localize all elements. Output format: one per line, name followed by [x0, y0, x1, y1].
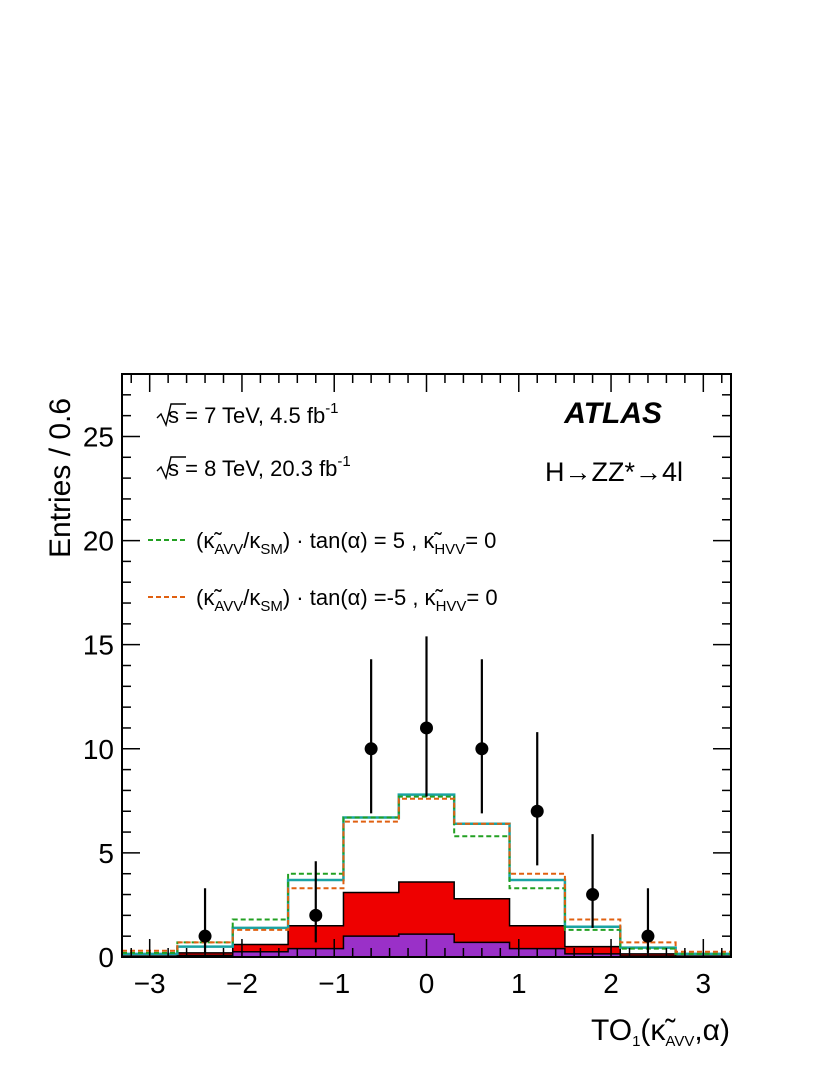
sqrt-symbol — [156, 403, 186, 428]
data-point — [641, 888, 655, 953]
process-label: H→ZZ*→4l — [545, 457, 683, 487]
data-marker — [475, 742, 489, 756]
data-point — [420, 636, 433, 797]
atlas-label: ATLAS — [563, 397, 662, 430]
y-axis-title: Entries / 0.6 — [44, 398, 77, 558]
data-point — [586, 834, 600, 928]
x-tick-label: 0 — [419, 968, 435, 999]
energy-line-1: s = 7 TeV, 4.5 fb-1 — [156, 400, 339, 428]
data-marker — [641, 929, 655, 943]
sqrt-symbol — [156, 456, 186, 481]
data-point — [364, 659, 378, 814]
energy-line-2: s = 8 TeV, 20.3 fb-1 — [156, 453, 351, 481]
x-axis-title: TO1(κ̃AVV,α) — [591, 1014, 730, 1050]
data-marker — [420, 721, 433, 735]
data-marker — [198, 929, 212, 943]
orange-dashed-line — [122, 797, 731, 953]
x-tick-label: 1 — [511, 968, 527, 999]
legend-label-1: (κ̃AVV/κSM) · tan(α) = 5 , κ̃HVV= 0 — [196, 528, 496, 558]
axis-ticks — [122, 373, 731, 958]
tick-labels: −3 −2 −1 0 1 2 3 0 5 10 15 20 25 — [83, 421, 711, 999]
data-marker — [530, 804, 544, 818]
legend: (κ̃AVV/κSM) · tan(α) = 5 , κ̃HVV= 0 (κ̃A… — [148, 528, 498, 615]
y-tick-label: 15 — [83, 630, 114, 661]
svg-text:s = 8 TeV, 20.3 fb-1: s = 8 TeV, 20.3 fb-1 — [168, 453, 351, 481]
data-point — [530, 732, 544, 866]
x-tick-label: −1 — [318, 968, 350, 999]
data-point — [198, 888, 212, 953]
x-tick-label: −2 — [226, 968, 258, 999]
data-point — [309, 861, 323, 943]
y-tick-label: 5 — [98, 838, 114, 869]
data-marker — [586, 888, 600, 902]
y-tick-label: 20 — [83, 526, 114, 557]
y-tick-label: 10 — [83, 734, 114, 765]
data-marker — [309, 908, 323, 922]
x-tick-label: −3 — [134, 968, 166, 999]
legend-label-2: (κ̃AVV/κSM) · tan(α) =-5 , κ̃HVV= 0 — [196, 585, 498, 615]
data-points-layer — [198, 636, 655, 953]
data-marker — [364, 742, 378, 756]
histogram-layer — [121, 793, 732, 958]
x-tick-label: 2 — [603, 968, 619, 999]
x-tick-label: 3 — [696, 968, 712, 999]
data-point — [475, 659, 489, 814]
y-tick-label: 0 — [98, 942, 114, 973]
svg-text:s = 7 TeV, 4.5 fb-1: s = 7 TeV, 4.5 fb-1 — [168, 400, 339, 428]
y-tick-label: 25 — [83, 421, 114, 452]
